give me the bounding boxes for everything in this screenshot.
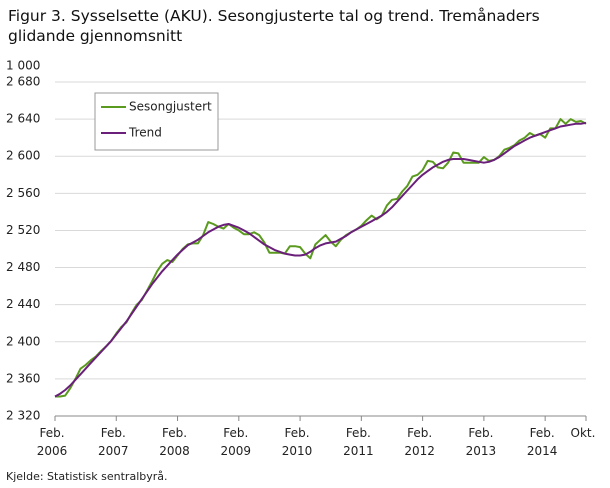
y-tick-label: 2 440 bbox=[6, 297, 40, 311]
x-tick-label: Feb. 2014 bbox=[526, 426, 558, 458]
y-tick-label: 2 600 bbox=[6, 149, 40, 163]
y-tick-label: 2 560 bbox=[6, 186, 40, 200]
y-tick-label: 2 520 bbox=[6, 223, 40, 237]
y-tick-label: 2 320 bbox=[6, 409, 40, 423]
x-tick-label: Feb. 2013 bbox=[465, 426, 497, 458]
y-tick-label: 2 400 bbox=[6, 334, 40, 348]
y-tick-label: 2 480 bbox=[6, 260, 40, 274]
x-tick-label: Okt. bbox=[570, 426, 596, 440]
y-tick-label: 2 680 bbox=[6, 75, 40, 89]
series-line bbox=[54, 121, 587, 398]
y-unit: 1 000 bbox=[6, 59, 40, 73]
x-tick-label: Feb. 2009 bbox=[220, 426, 252, 458]
y-tick-label: 2 640 bbox=[6, 112, 40, 126]
x-tick-label: Feb. 2012 bbox=[404, 426, 435, 458]
series-line bbox=[55, 118, 587, 398]
y-tick-label: 2 360 bbox=[6, 371, 40, 385]
source: Kjelde: Statistisk sentralbyrå. bbox=[6, 470, 168, 483]
x-tick-label: Feb. 2011 bbox=[343, 426, 374, 458]
x-tick-label: Feb. 2006 bbox=[36, 426, 68, 458]
legend-box bbox=[94, 92, 219, 151]
chart-title: Figur 3. Sysselsette (AKU). Sesongjuster… bbox=[8, 7, 540, 45]
x-tick-label: Feb. 2008 bbox=[159, 426, 190, 458]
x-tick-label: Feb. 2007 bbox=[97, 426, 129, 458]
x-tick-label: Feb. 2010 bbox=[281, 426, 313, 458]
legend-label: Sesongjustert bbox=[129, 100, 212, 114]
legend-label: Trend bbox=[128, 126, 162, 140]
